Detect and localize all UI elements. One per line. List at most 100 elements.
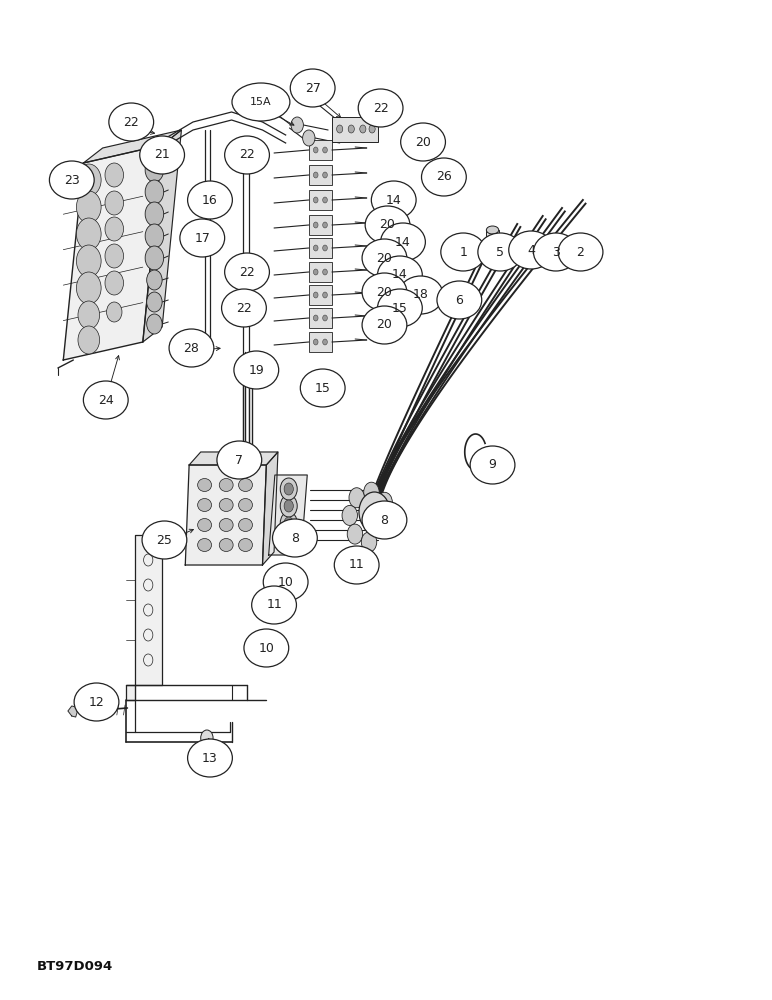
- Polygon shape: [83, 130, 181, 163]
- Text: 22: 22: [373, 102, 388, 114]
- Text: 10: 10: [259, 642, 274, 654]
- Ellipse shape: [398, 276, 443, 314]
- Circle shape: [323, 315, 327, 321]
- Ellipse shape: [239, 479, 252, 491]
- Ellipse shape: [109, 103, 154, 141]
- Circle shape: [323, 292, 327, 298]
- Bar: [309, 190, 332, 210]
- Ellipse shape: [509, 231, 554, 269]
- Ellipse shape: [486, 226, 499, 234]
- Text: 14: 14: [386, 194, 401, 207]
- Ellipse shape: [263, 563, 308, 601]
- Bar: [309, 215, 332, 235]
- Circle shape: [377, 492, 392, 512]
- Ellipse shape: [234, 351, 279, 389]
- Polygon shape: [68, 706, 77, 717]
- Bar: [332, 117, 378, 142]
- Text: 14: 14: [395, 235, 411, 248]
- Ellipse shape: [290, 69, 335, 107]
- Polygon shape: [143, 130, 181, 342]
- Ellipse shape: [198, 479, 212, 491]
- Circle shape: [364, 482, 379, 502]
- Circle shape: [280, 495, 297, 517]
- Circle shape: [348, 125, 354, 133]
- Circle shape: [147, 314, 162, 334]
- Polygon shape: [185, 465, 266, 565]
- Circle shape: [280, 478, 297, 500]
- Text: 12: 12: [89, 696, 104, 708]
- Circle shape: [105, 244, 124, 268]
- Ellipse shape: [378, 289, 422, 327]
- Ellipse shape: [358, 89, 403, 127]
- Text: 14: 14: [392, 268, 408, 282]
- Bar: [309, 238, 332, 258]
- Circle shape: [105, 191, 124, 215]
- Text: 20: 20: [377, 286, 392, 298]
- Circle shape: [76, 191, 101, 223]
- Text: 18: 18: [413, 288, 428, 302]
- Ellipse shape: [362, 501, 407, 539]
- Circle shape: [145, 224, 164, 248]
- Circle shape: [349, 488, 364, 508]
- Ellipse shape: [244, 629, 289, 667]
- Circle shape: [337, 125, 343, 133]
- Circle shape: [145, 158, 164, 182]
- Ellipse shape: [422, 158, 466, 196]
- Polygon shape: [269, 475, 307, 555]
- Ellipse shape: [252, 586, 296, 624]
- Ellipse shape: [239, 498, 252, 512]
- Text: 4: 4: [527, 243, 535, 256]
- Circle shape: [78, 326, 100, 354]
- Ellipse shape: [83, 381, 128, 419]
- Ellipse shape: [188, 181, 232, 219]
- Bar: [309, 165, 332, 185]
- Ellipse shape: [225, 253, 269, 291]
- Text: BT97D094: BT97D094: [37, 960, 113, 974]
- Ellipse shape: [470, 446, 515, 484]
- Bar: [486, 230, 499, 250]
- Text: 22: 22: [239, 265, 255, 278]
- Ellipse shape: [232, 83, 290, 121]
- Circle shape: [105, 217, 124, 241]
- Circle shape: [303, 130, 315, 146]
- Circle shape: [145, 246, 164, 270]
- Ellipse shape: [74, 683, 119, 721]
- Ellipse shape: [239, 538, 252, 552]
- Text: 9: 9: [489, 458, 496, 472]
- Circle shape: [313, 339, 318, 345]
- Text: 3: 3: [552, 245, 560, 258]
- Circle shape: [147, 292, 162, 312]
- Text: 7: 7: [235, 454, 243, 466]
- Circle shape: [284, 534, 293, 546]
- Circle shape: [145, 202, 164, 226]
- Circle shape: [323, 197, 327, 203]
- Ellipse shape: [198, 518, 212, 532]
- Ellipse shape: [140, 136, 185, 174]
- Circle shape: [107, 302, 122, 322]
- Text: 10: 10: [278, 576, 293, 588]
- Text: 20: 20: [377, 318, 392, 332]
- Ellipse shape: [239, 518, 252, 532]
- Ellipse shape: [219, 538, 233, 552]
- Circle shape: [313, 292, 318, 298]
- Circle shape: [313, 269, 318, 275]
- Circle shape: [280, 529, 297, 551]
- Circle shape: [145, 180, 164, 204]
- Ellipse shape: [219, 479, 233, 491]
- Text: 20: 20: [415, 135, 431, 148]
- Bar: [309, 140, 332, 160]
- Text: 20: 20: [377, 251, 392, 264]
- Bar: [309, 308, 332, 328]
- Circle shape: [359, 492, 390, 532]
- Circle shape: [76, 218, 101, 250]
- Ellipse shape: [219, 518, 233, 532]
- Circle shape: [105, 271, 124, 295]
- Ellipse shape: [180, 219, 225, 257]
- Circle shape: [147, 270, 162, 290]
- Circle shape: [313, 222, 318, 228]
- Ellipse shape: [198, 538, 212, 552]
- Ellipse shape: [49, 161, 94, 199]
- Ellipse shape: [533, 233, 578, 271]
- Text: 5: 5: [496, 245, 504, 258]
- Circle shape: [76, 164, 101, 196]
